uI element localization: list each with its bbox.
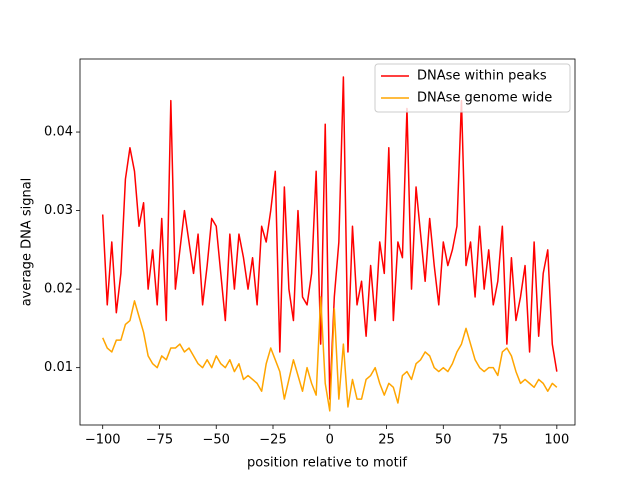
- x-tick-label: 25: [378, 433, 395, 448]
- x-tick-label: 50: [435, 433, 452, 448]
- x-tick-label: 75: [492, 433, 509, 448]
- y-axis-label: average DNA signal: [20, 178, 35, 307]
- y-tick-label: 0.04: [44, 125, 73, 140]
- plot-frame: [79, 58, 576, 426]
- x-tick-label: −100: [85, 433, 121, 448]
- legend-label: DNAse within peaks: [417, 69, 547, 84]
- legend-label: DNAse genome wide: [417, 91, 552, 106]
- y-tick-label: 0.02: [44, 282, 73, 297]
- y-tick-label: 0.01: [44, 360, 73, 375]
- x-tick-label: −25: [259, 433, 286, 448]
- x-tick-label: 100: [544, 433, 569, 448]
- data-line: [102, 296, 558, 412]
- y-tick-label: 0.03: [44, 203, 73, 218]
- x-axis-label: position relative to motif: [247, 456, 407, 471]
- legend-box: [374, 63, 571, 113]
- x-tick-label: 0: [326, 433, 334, 448]
- x-tick-label: −50: [203, 433, 230, 448]
- x-tick-label: −75: [146, 433, 173, 448]
